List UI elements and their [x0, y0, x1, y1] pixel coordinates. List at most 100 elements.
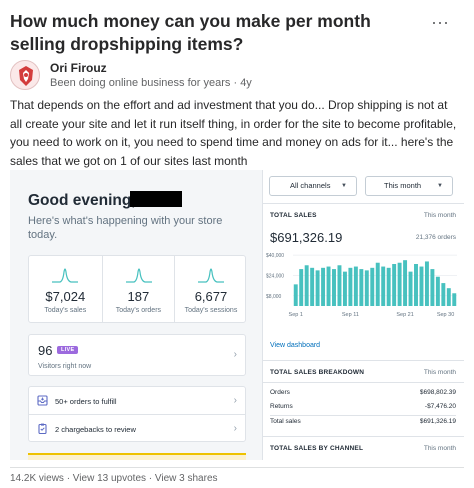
answer-text: That depends on the effort and ad invest… [10, 98, 457, 168]
y-tick-label: $40,000 [266, 253, 284, 259]
chart-bar[interactable] [397, 262, 402, 306]
total-orders-count: 21,376 orders [415, 234, 456, 241]
dashboard-screenshot: Good evening, Here's what's happening wi… [10, 170, 464, 460]
breakdown-row-total: Total sales $691,326.19 [270, 418, 456, 428]
stat-label: Today's orders [115, 307, 162, 314]
sparkline-icon [198, 268, 225, 283]
stat-today-orders[interactable]: 187 Today's orders [101, 256, 175, 322]
breakdown-heading: TOTAL SALES BREAKDOWN [270, 369, 365, 376]
row-label: Orders [270, 389, 290, 396]
task-orders-to-fulfill[interactable]: 50+ orders to fulfill › [29, 387, 245, 415]
chart-bar[interactable] [375, 262, 380, 306]
chart-bar[interactable] [414, 264, 418, 306]
row-label: Returns [270, 403, 293, 410]
author-credential: Been doing online business for years · 4… [50, 77, 252, 89]
chart-bar[interactable] [386, 267, 391, 306]
chart-bar[interactable] [403, 260, 408, 306]
analytics-panel: All channels ▼ This month ▼ TOTAL SALES Th… [262, 170, 464, 460]
answer-stats[interactable]: 14.2K views · View 13 upvotes · View 3 s… [10, 473, 218, 484]
total-sales-bar-chart: $40,000 $24,000 $8,000 Sep 1 Sep 11 Sep 21 Sep… [266, 253, 457, 318]
greeting: Good evening, [28, 192, 136, 209]
chart-bar[interactable] [348, 267, 353, 306]
visitors-label: Visitors right now [38, 363, 92, 370]
period-select[interactable]: This month ▼ [365, 176, 453, 196]
x-tick-label: Sep 21 [396, 312, 413, 318]
chart-bar[interactable] [419, 266, 424, 306]
y-tick-label: $8,000 [266, 294, 282, 300]
chart-bar[interactable] [359, 269, 364, 306]
x-tick-label: Sep 1 [289, 312, 303, 318]
greeting-subtitle: Here's what's happening with your store … [28, 215, 223, 241]
task-label: 50+ orders to fulfill [55, 397, 117, 406]
caret-down-icon: ▼ [437, 183, 443, 189]
footer-divider [10, 467, 464, 468]
chart-bar[interactable] [370, 267, 375, 306]
chart-bar[interactable] [452, 293, 457, 306]
author-name[interactable]: Ori Firouz [50, 61, 107, 75]
chart-bar[interactable] [441, 283, 446, 306]
chart-bar[interactable] [424, 261, 429, 306]
row-label: Total sales [270, 418, 301, 425]
live-badge: LIVE [57, 346, 79, 354]
stat-today-sessions[interactable]: 6,677 Today's sessions [174, 256, 247, 322]
avatar[interactable] [10, 60, 40, 90]
stat-value: 187 [127, 289, 150, 304]
chevron-right-icon: › [233, 395, 237, 406]
redaction-bar [130, 191, 182, 207]
more-horizontal-icon: ··· [431, 12, 449, 32]
chart-bar[interactable] [299, 269, 304, 306]
chart-bar[interactable] [430, 269, 435, 306]
clipboard-icon [38, 423, 47, 434]
visitors-count: 96 [38, 343, 53, 358]
chart-bar[interactable] [315, 270, 320, 306]
breakdown-row-returns: Returns -$7,476.20 [270, 403, 456, 413]
tasks-card: 50+ orders to fulfill › 2 chargebacks to… [28, 386, 246, 442]
chart-bar[interactable] [353, 266, 358, 306]
question-title[interactable]: How much money can you make per month se… [10, 11, 371, 54]
chart-bar[interactable] [332, 269, 336, 306]
avatar-crest-icon [19, 66, 33, 86]
stat-label: Today's sales [44, 307, 87, 314]
divider [270, 415, 456, 416]
divider [263, 360, 464, 361]
view-dashboard-link[interactable]: View dashboard [270, 342, 321, 349]
x-tick-label: Sep 30 [437, 312, 454, 318]
chart-bar[interactable] [342, 271, 347, 306]
chart-bar[interactable] [326, 266, 331, 306]
task-label: 2 chargebacks to review [55, 425, 136, 434]
chart-bar[interactable] [392, 264, 397, 306]
y-tick-label: $24,000 [266, 273, 284, 279]
divider [263, 203, 464, 204]
chart-bar[interactable] [293, 284, 298, 306]
caret-down-icon: ▼ [341, 183, 347, 189]
more-options-button[interactable]: ··· [430, 12, 450, 34]
chart-bar[interactable] [446, 288, 451, 306]
visitors-card[interactable]: 96 LIVE Visitors right now › [28, 334, 246, 376]
chart-bar[interactable] [310, 267, 315, 306]
chart-bar[interactable] [321, 267, 326, 306]
chart-bar[interactable] [304, 265, 309, 306]
chart-bar[interactable] [337, 265, 342, 306]
stat-value: $7,024 [45, 289, 86, 304]
row-amount: $698,802.39 [419, 389, 456, 396]
stat-value: 6,677 [194, 289, 228, 304]
breakdown-period: This month [423, 369, 456, 376]
sparkline-icon [125, 268, 152, 283]
by-channel-period: This month [423, 445, 456, 452]
inbox-icon [37, 395, 48, 406]
chart-bar[interactable] [381, 266, 386, 306]
today-stats-card: $7,024 Today's sales 187 Today's orders … [28, 255, 246, 323]
chart-bar[interactable] [408, 271, 413, 306]
stat-today-sales[interactable]: $7,024 Today's sales [29, 256, 102, 322]
divider [263, 382, 464, 383]
chevron-right-icon: › [233, 423, 237, 434]
channel-select[interactable]: All channels ▼ [269, 176, 357, 196]
chevron-right-icon: › [233, 349, 237, 360]
chart-bar[interactable] [435, 276, 440, 306]
notice-banner [28, 453, 246, 460]
total-sales-amount: $691,326.19 [270, 230, 343, 245]
chart-bar[interactable] [364, 270, 369, 306]
row-amount: $691,326.19 [419, 418, 456, 425]
divider [263, 436, 464, 437]
task-chargebacks-to-review[interactable]: 2 chargebacks to review › [29, 415, 245, 443]
